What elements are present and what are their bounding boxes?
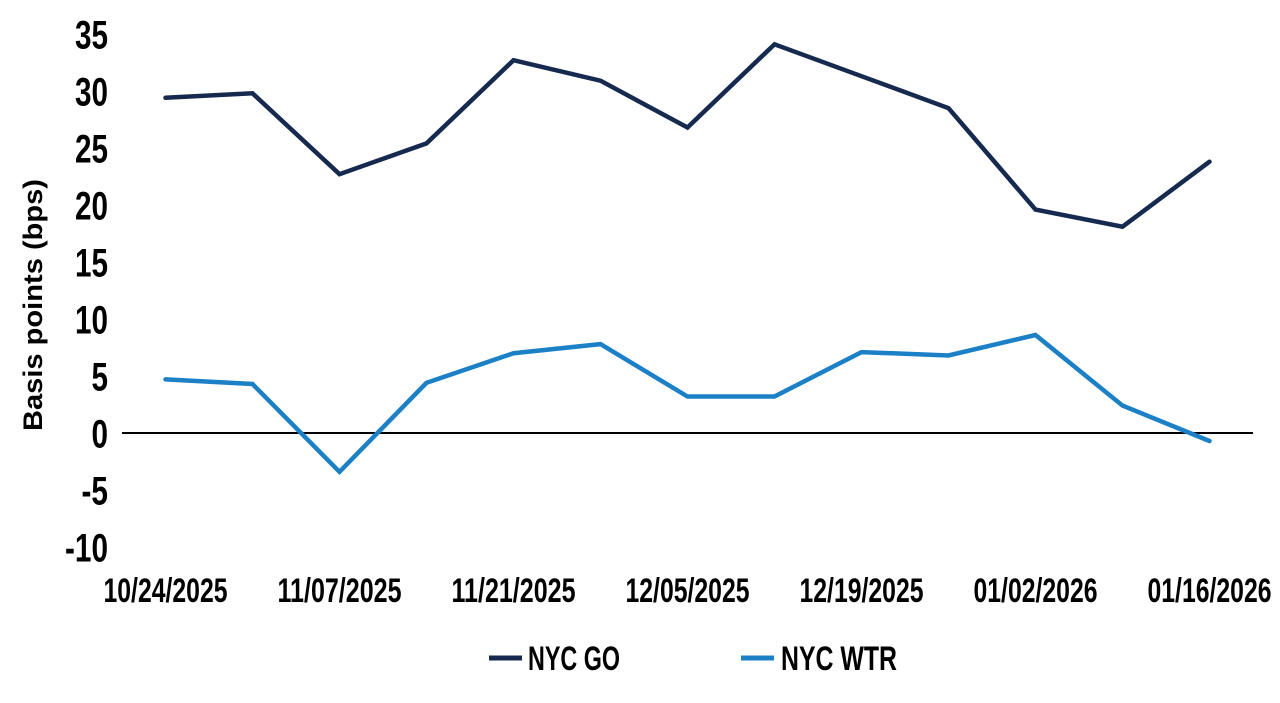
y-axis-title: Basis points (bps) xyxy=(18,179,48,431)
y-tick-label: 20 xyxy=(75,185,108,229)
series-line-nyc-go xyxy=(163,41,1212,230)
y-tick-label: -5 xyxy=(82,470,109,514)
x-tick-label: 01/02/2026 xyxy=(974,572,1098,610)
y-tick-label: 25 xyxy=(75,128,108,172)
x-tick-label: 12/19/2025 xyxy=(800,572,924,610)
y-tick-label: 5 xyxy=(92,356,109,400)
y-tick-label: 15 xyxy=(75,242,108,286)
x-axis-tick-labels: 10/24/2025 11/07/2025 11/21/2025 12/05/2025… xyxy=(104,572,1272,610)
legend-item-nyc-wtr: NYC WTR xyxy=(741,640,897,678)
series-line-nyc-wtr xyxy=(163,332,1212,476)
series-lines xyxy=(163,41,1212,476)
y-axis-tick-labels: 35 30 25 20 15 10 5 0 -5 -10 xyxy=(65,14,108,571)
x-tick-label: 01/16/2026 xyxy=(1148,572,1272,610)
x-tick-label: 11/07/2025 xyxy=(278,572,402,610)
x-tick-label: 12/05/2025 xyxy=(626,572,750,610)
x-tick-label: 11/21/2025 xyxy=(452,572,576,610)
legend-label-nyc-wtr: NYC WTR xyxy=(781,640,897,678)
legend: NYC GO NYC WTR xyxy=(489,640,897,678)
y-tick-label: -10 xyxy=(65,527,108,571)
y-tick-label: 10 xyxy=(75,299,108,343)
legend-label-nyc-go: NYC GO xyxy=(528,640,620,678)
y-tick-label: 0 xyxy=(92,413,109,457)
y-tick-label: 30 xyxy=(75,71,108,115)
y-tick-label: 35 xyxy=(75,14,108,58)
x-tick-label: 10/24/2025 xyxy=(104,572,228,610)
legend-item-nyc-go: NYC GO xyxy=(489,640,620,678)
